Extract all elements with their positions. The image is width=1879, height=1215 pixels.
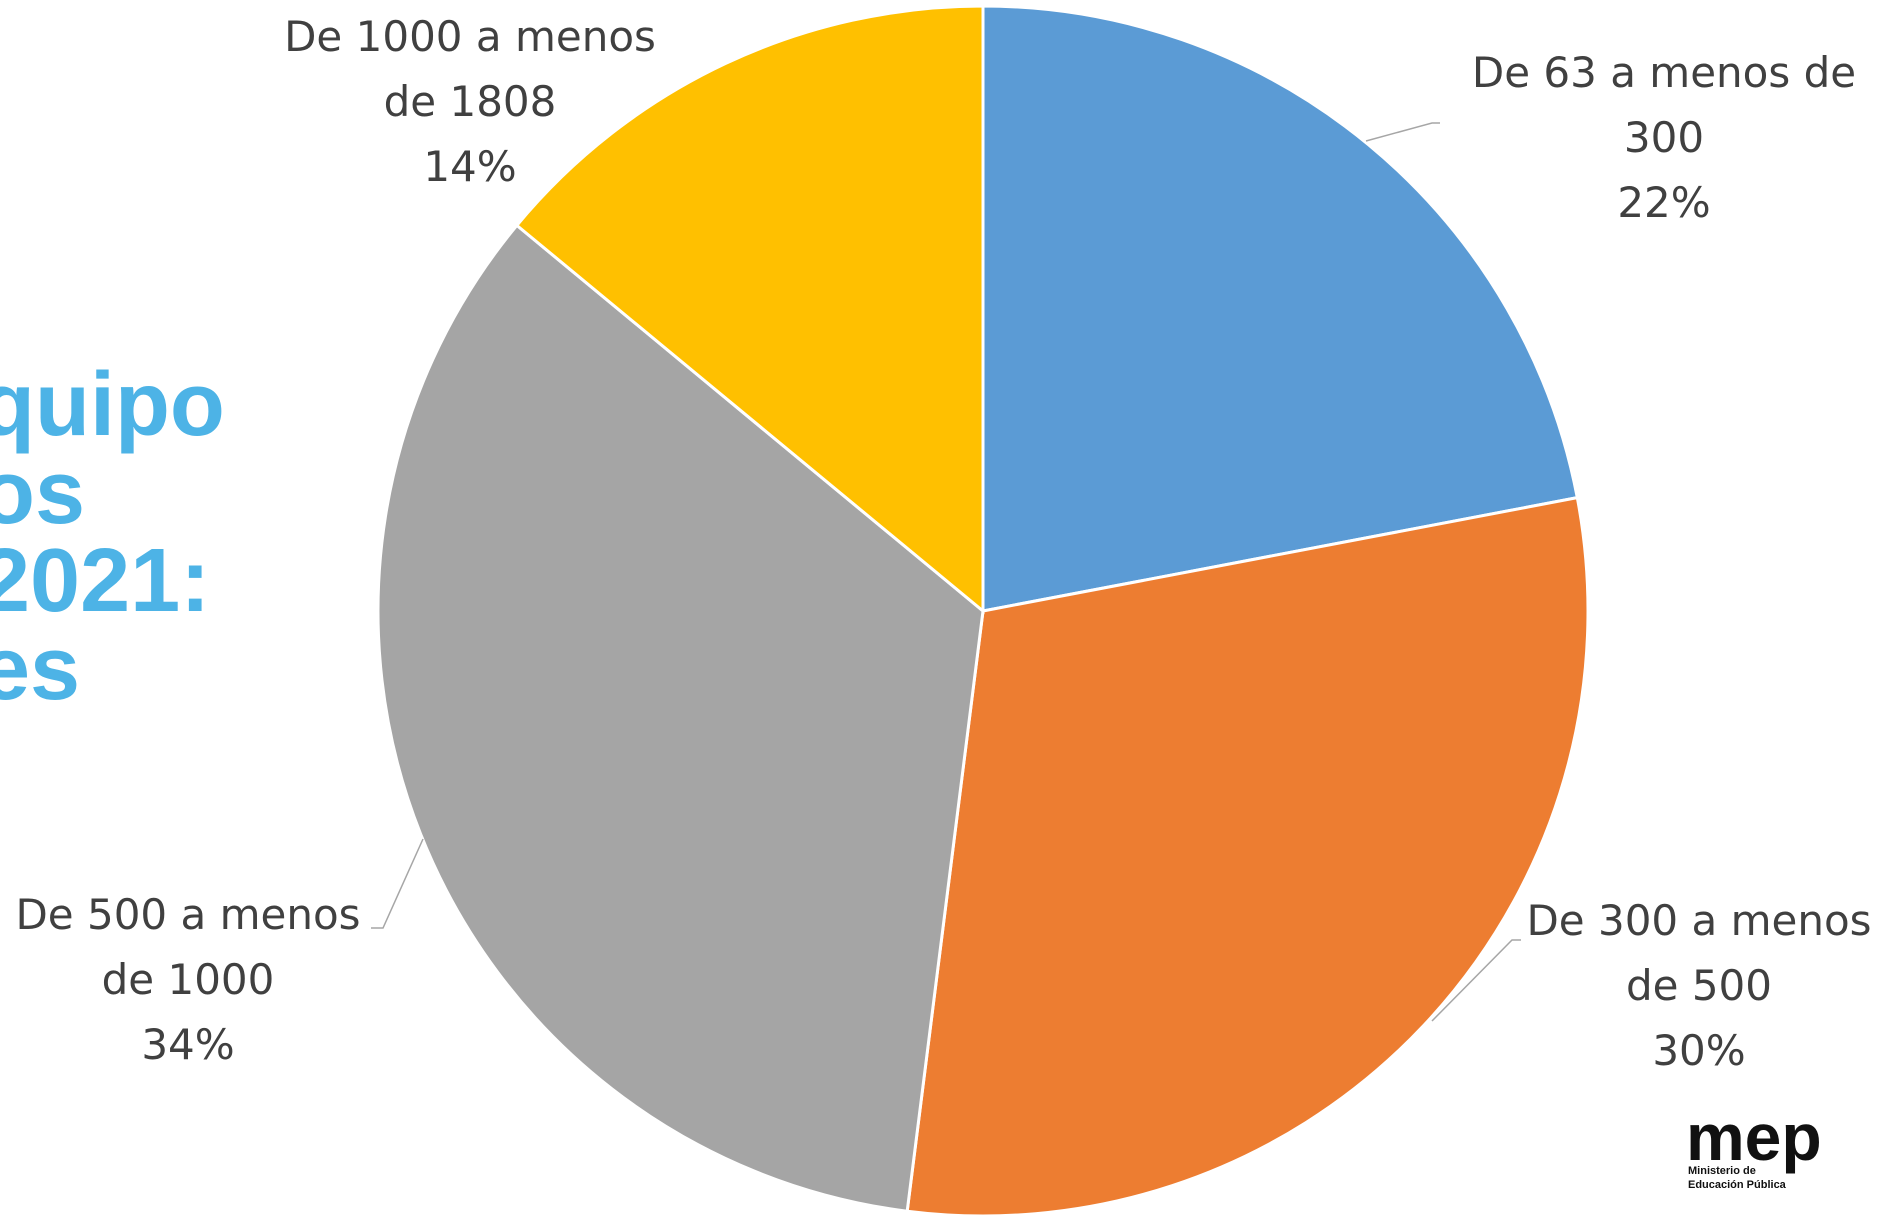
leader-line: [1365, 122, 1440, 142]
pie-slice: [376, 223, 985, 1213]
leader-line: [371, 838, 424, 929]
slice-label: De 300 a menos de 500 30%: [1519, 888, 1879, 1083]
title-fragment: os: [0, 443, 85, 543]
value-label: 22%: [1617, 178, 1711, 227]
leader-line: [1431, 939, 1521, 1022]
title-fragment: es: [0, 619, 80, 719]
title-fragment: 2021:: [0, 531, 210, 631]
title-fragment: quipo: [0, 355, 225, 455]
category-label: De 300 a menos de 500: [1526, 896, 1872, 1010]
logo-line: Educación Pública: [1688, 1179, 1787, 1191]
pie-slice: [514, 4, 985, 615]
slice-label: De 1000 a menos de 1808 14%: [275, 4, 665, 199]
slices: [376, 4, 1590, 1215]
logo-text: mep: [1686, 1100, 1822, 1174]
value-label: 14%: [423, 142, 517, 191]
pie-slice: [981, 4, 1580, 613]
pie-slice: [905, 495, 1590, 1215]
value-label: 34%: [141, 1020, 235, 1069]
logo-line: Ministerio de: [1688, 1165, 1756, 1177]
category-label: De 1000 a menos de 1808: [284, 12, 656, 126]
slice-label: De 500 a menos de 1000 34%: [0, 882, 376, 1077]
value-label: 30%: [1652, 1026, 1746, 1075]
category-label: De 500 a menos de 1000: [15, 890, 361, 1004]
category-label: De 63 a menos de 300: [1471, 48, 1857, 162]
slice-label: De 63 a menos de 300 22%: [1429, 40, 1879, 235]
